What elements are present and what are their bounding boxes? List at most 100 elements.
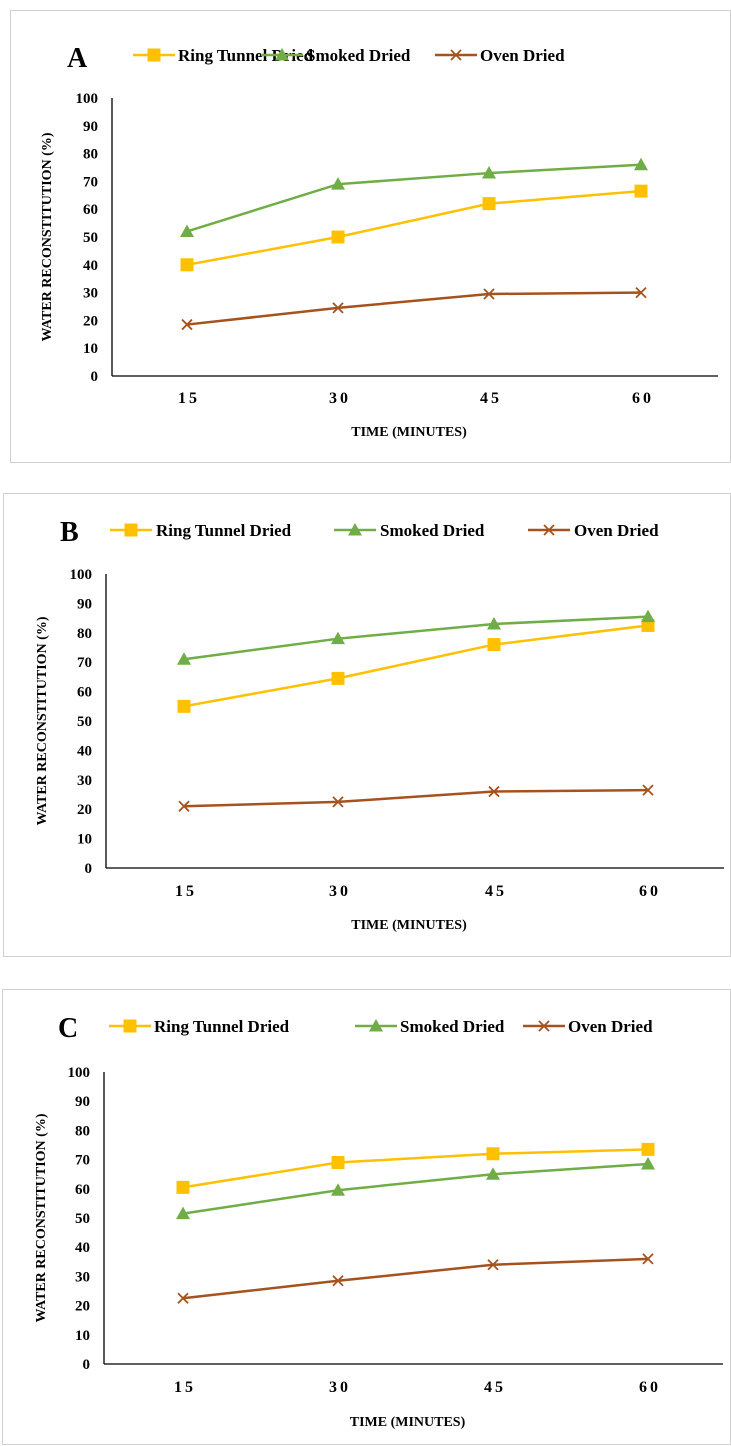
y-tick-label: 100 xyxy=(70,567,93,583)
legend-marker xyxy=(369,1019,383,1032)
series-line xyxy=(182,1162,649,1215)
y-tick-label: 80 xyxy=(83,147,98,163)
y-axis-title: WATER RECONSTITUTION (%) xyxy=(34,1113,49,1322)
series-line xyxy=(182,1148,649,1189)
data-point xyxy=(641,1156,655,1170)
y-tick-label: 40 xyxy=(77,743,92,759)
data-point xyxy=(487,616,501,630)
y-tick-label: 100 xyxy=(68,1065,91,1081)
data-point xyxy=(487,638,501,652)
data-point xyxy=(332,302,344,314)
y-tick-label: 100 xyxy=(76,91,99,107)
legend-marker xyxy=(147,48,161,62)
legend-marker xyxy=(543,524,555,536)
x-tick-label: 60 xyxy=(632,390,654,407)
y-tick-label: 90 xyxy=(75,1094,90,1110)
chart-panel-b: B Ring Tunnel Dried Smoked Dried Oven Dried… xyxy=(3,493,731,957)
chart-panel-a: A Ring Tunnel Dried Smoked Dried Oven Dried… xyxy=(10,10,731,463)
y-tick-label: 40 xyxy=(75,1240,90,1256)
series-line xyxy=(183,624,649,708)
data-point xyxy=(642,1253,654,1265)
y-tick-label: 0 xyxy=(85,861,93,877)
y-tick-label: 40 xyxy=(83,258,98,274)
chart-c-svg: C Ring Tunnel Dried Smoked Dried Oven Dried… xyxy=(34,1013,723,1430)
data-point xyxy=(177,652,191,665)
y-tick-label: 50 xyxy=(77,714,92,730)
x-tick-label: 60 xyxy=(639,1379,661,1396)
data-point xyxy=(176,1206,190,1220)
y-tick-label: 10 xyxy=(83,341,98,357)
x-axis-title: TIME (MINUTES) xyxy=(350,1415,466,1430)
data-point xyxy=(331,1183,345,1196)
y-tick-label: 50 xyxy=(75,1211,90,1227)
legend-marker xyxy=(450,49,462,61)
legend-label: Smoked Dried xyxy=(380,521,485,540)
y-tick-label: 10 xyxy=(75,1328,90,1344)
data-point xyxy=(181,318,193,331)
data-point xyxy=(634,157,648,171)
y-tick-label: 50 xyxy=(83,230,98,246)
data-point xyxy=(177,1292,189,1304)
x-tick-label: 30 xyxy=(329,883,351,900)
x-tick-label: 30 xyxy=(329,1379,351,1396)
data-point xyxy=(641,609,655,623)
y-tick-label: 30 xyxy=(83,286,98,302)
data-point xyxy=(641,618,655,632)
y-tick-label: 20 xyxy=(83,313,98,329)
legend-marker xyxy=(348,523,362,536)
y-tick-label: 10 xyxy=(77,832,92,848)
y-tick-label: 30 xyxy=(75,1269,90,1285)
data-point xyxy=(482,197,496,211)
data-point xyxy=(180,224,194,237)
data-point xyxy=(488,785,500,798)
y-tick-label: 70 xyxy=(75,1153,90,1169)
panel-label: C xyxy=(58,1013,78,1044)
data-point xyxy=(331,1156,345,1170)
data-point xyxy=(180,258,194,272)
y-tick-label: 80 xyxy=(75,1123,90,1139)
y-tick-label: 0 xyxy=(83,1357,91,1373)
panel-label: B xyxy=(60,517,79,548)
data-point xyxy=(332,1275,344,1287)
y-tick-label: 20 xyxy=(75,1299,90,1315)
chart-b-svg: B Ring Tunnel Dried Smoked Dried Oven Dried… xyxy=(35,517,724,933)
series-line xyxy=(186,291,642,326)
legend-label: Oven Dried xyxy=(574,521,659,540)
legend-marker xyxy=(275,48,289,61)
y-tick-label: 70 xyxy=(77,655,92,671)
x-axis-title: TIME (MINUTES) xyxy=(351,425,467,440)
series-line xyxy=(186,189,642,267)
data-point xyxy=(331,177,345,190)
x-tick-label: 15 xyxy=(175,883,197,900)
series-line xyxy=(183,788,649,808)
legend-marker xyxy=(538,1020,550,1032)
data-point xyxy=(331,671,345,685)
x-tick-label: 45 xyxy=(485,883,507,900)
data-point xyxy=(635,286,647,299)
y-tick-label: 70 xyxy=(83,174,98,190)
data-point xyxy=(331,230,345,244)
y-tick-label: 60 xyxy=(75,1182,90,1198)
y-tick-label: 30 xyxy=(77,773,92,789)
x-tick-label: 15 xyxy=(178,390,200,407)
legend-marker xyxy=(123,1019,137,1033)
x-tick-label: 15 xyxy=(174,1379,196,1396)
x-tick-label: 30 xyxy=(329,390,351,407)
series-line xyxy=(182,1257,649,1300)
y-tick-label: 90 xyxy=(77,596,92,612)
series-line xyxy=(186,163,642,233)
legend-label: Smoked Dried xyxy=(400,1017,505,1036)
data-point xyxy=(486,1147,500,1161)
data-point xyxy=(331,631,345,645)
y-tick-label: 0 xyxy=(91,369,99,385)
data-point xyxy=(642,784,654,796)
data-point xyxy=(634,184,648,198)
y-tick-label: 60 xyxy=(83,202,98,218)
data-point xyxy=(483,288,495,300)
x-tick-label: 45 xyxy=(484,1379,506,1396)
y-tick-label: 60 xyxy=(77,685,92,701)
data-point xyxy=(178,800,190,812)
y-tick-label: 20 xyxy=(77,802,92,818)
data-point xyxy=(177,699,191,713)
